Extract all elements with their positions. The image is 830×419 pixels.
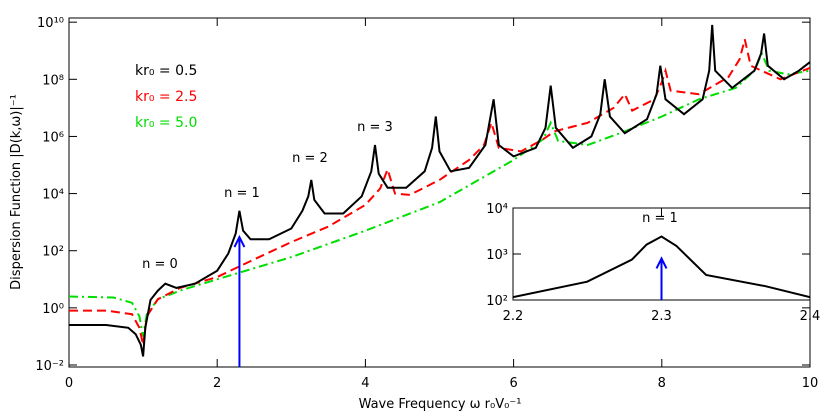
x-tick-label: 0 xyxy=(65,376,73,391)
y-tick-label: 10⁸ xyxy=(42,73,64,88)
y-tick-label: 10² xyxy=(42,245,64,260)
x-tick-label: 8 xyxy=(658,376,666,391)
x-tick-label: 2.4 xyxy=(800,309,821,324)
y-tick-label: 10⁴ xyxy=(486,202,508,217)
annotation: n = 0 xyxy=(142,257,178,272)
series-line xyxy=(513,235,810,299)
y-tick-label: 10⁻² xyxy=(35,359,64,374)
y-tick-label: 10³ xyxy=(486,248,508,263)
series-line xyxy=(69,39,810,346)
arrow-head xyxy=(233,234,246,248)
plot-frame xyxy=(68,17,811,368)
y-tick-label: 10⁰ xyxy=(42,302,64,317)
x-axis-label: Wave Frequency ω r₀V₀⁻¹ xyxy=(359,397,522,412)
series-line xyxy=(69,50,810,337)
x-tick-label: 2.3 xyxy=(651,309,672,324)
legend-entry: kr₀ = 0.5 xyxy=(135,63,197,79)
legend-entry: kr₀ = 5.0 xyxy=(135,115,197,131)
y-tick-label: 10¹⁰ xyxy=(37,16,64,31)
legend-entry: kr₀ = 2.5 xyxy=(135,89,197,105)
arrow-head xyxy=(655,256,668,269)
annotation: n = 3 xyxy=(357,120,393,135)
x-tick-label: 10 xyxy=(802,376,819,391)
x-tick-label: 6 xyxy=(509,376,517,391)
annotation: n = 1 xyxy=(224,186,260,201)
annotation: n = 1 xyxy=(642,211,678,226)
x-tick-label: 2 xyxy=(213,376,221,391)
y-tick-label: 10⁶ xyxy=(42,130,64,145)
y-tick-label: 10² xyxy=(486,294,508,309)
x-tick-label: 2.2 xyxy=(503,309,524,324)
y-axis-label: Dispersion Function |D(k,ω)|⁻¹ xyxy=(9,94,24,290)
y-tick-label: 10⁴ xyxy=(42,188,64,203)
series-line xyxy=(69,24,810,357)
annotation: n = 2 xyxy=(292,151,328,166)
x-tick-label: 4 xyxy=(361,376,369,391)
